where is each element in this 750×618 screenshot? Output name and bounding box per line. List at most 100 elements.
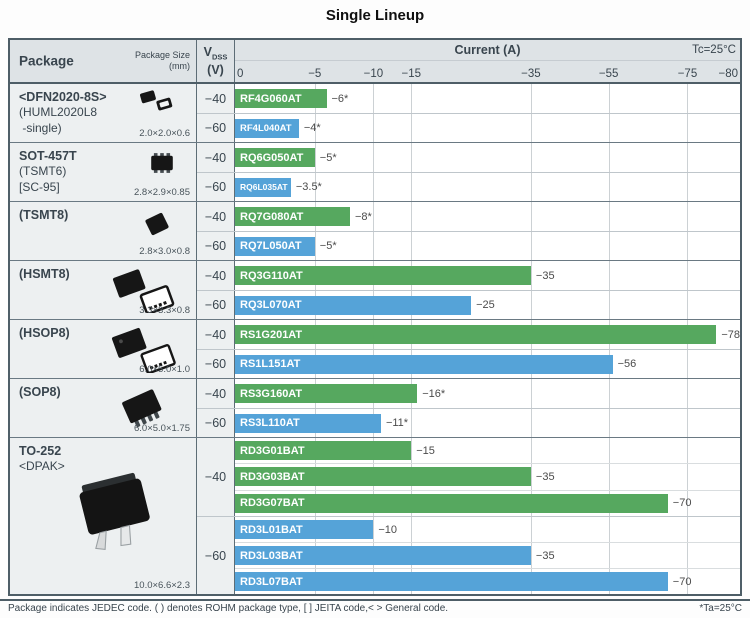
vdss-value: −40 <box>204 91 227 106</box>
vdss-cell: −40 <box>197 261 235 290</box>
vdss-value: −40 <box>204 150 227 165</box>
package-group: SOT-457T (TSMT6) [SC-95] 2.8×2.9×0.85 −40 RQ6… <box>10 142 740 201</box>
vdss-sections: −40 RF4G060AT −6* −60 RF4L040AT −4* <box>197 84 740 142</box>
hsmt8-package-icon <box>100 267 182 315</box>
vdss-sections: −40 RS1G201AT −78 −60 RS1L151AT −56 <box>197 320 740 378</box>
chart-area: RS1G201AT −78 <box>235 320 740 349</box>
current-bar: RQ7G080AT <box>235 207 350 226</box>
dfn2020-package-icon <box>136 88 176 112</box>
bar-row: RQ7L050AT −5* <box>235 232 740 260</box>
axis-tick-label: 0 <box>237 68 244 80</box>
vdss-cell: −60 <box>197 173 235 201</box>
bar-row: RD3G01BAT −15 <box>235 438 740 463</box>
chart-area: RS3G160AT −16* <box>235 379 740 408</box>
gridline <box>530 232 532 260</box>
vdss-sections: −40 RS3G160AT −16* −60 RS3L110AT −11* <box>197 379 740 437</box>
package-size-label: Package Size <box>134 50 190 61</box>
gridline <box>687 379 689 408</box>
bar-row: RF4G060AT −6* <box>235 84 740 113</box>
current-column-header: Current (A) Tc=25°C 0 −5 −10 −15 −35 −55 −75 −8… <box>235 40 740 82</box>
bar-row: RD3G07BAT −70 <box>235 489 740 516</box>
gridline <box>530 438 532 516</box>
bar-row: RF4L040AT −4* <box>235 114 740 142</box>
to252-package-icon <box>52 466 172 562</box>
current-axis-title: Current (A) <box>454 43 521 57</box>
vdss-cell: −40 <box>197 143 235 172</box>
current-bar: RD3L07BAT <box>235 572 668 591</box>
part-number-label: RD3G07BAT <box>240 497 305 510</box>
chart-area: RQ7G080AT −8* <box>235 202 740 231</box>
gridline <box>608 438 610 516</box>
ta-note: *Ta=25°C <box>699 603 742 614</box>
vdss-section: −60 RS3L110AT −11* <box>197 408 740 437</box>
gridline <box>608 114 610 142</box>
vdss-section: −40 RS1G201AT −78 <box>197 320 740 349</box>
package-size: 3.3×3.3×0.8 <box>139 305 190 316</box>
vdss-value: −60 <box>204 239 227 253</box>
vdss-cell: −60 <box>197 350 235 378</box>
vdss-cell: −60 <box>197 114 235 142</box>
vdss-sections: −40 RQ7G080AT −8* −60 RQ7L050AT −5* <box>197 202 740 260</box>
gridline <box>314 143 316 172</box>
part-number-label: RS1G201AT <box>240 328 303 341</box>
gridline <box>530 261 532 290</box>
current-value-label: −4* <box>303 122 321 134</box>
vdss-section: −40 RS3G160AT −16* <box>197 379 740 408</box>
footer-note: Package indicates JEDEC code. ( ) denote… <box>8 603 449 614</box>
bar-row: RQ6G050AT −5* <box>235 143 740 172</box>
package-size-header: Package Size (mm) <box>135 50 190 72</box>
gridline <box>608 291 610 319</box>
gridline <box>608 232 610 260</box>
package-header-label: Package <box>19 53 74 69</box>
vdss-subscript: DSS <box>211 52 228 62</box>
current-value-label: −5* <box>319 240 337 252</box>
gridline <box>314 114 316 142</box>
gridline <box>687 291 689 319</box>
package-name: SOT-457T <box>19 149 77 163</box>
current-header-row: Current (A) Tc=25°C <box>235 40 740 61</box>
package-name: (SOP8) <box>19 385 61 399</box>
current-bar: RD3G07BAT <box>235 493 668 513</box>
vdss-unit: (V) <box>207 63 224 78</box>
vdss-cell: −40 <box>197 379 235 408</box>
current-value-label: −35 <box>535 269 555 282</box>
current-bar: RS1G201AT <box>235 325 717 344</box>
gridline <box>373 84 375 113</box>
package-code: [SC-95] <box>19 179 60 194</box>
axis-tick-label: −5 <box>308 68 322 80</box>
part-number-label: RQ6L035AT <box>240 182 288 192</box>
current-value-label: −70 <box>672 497 692 510</box>
package-cell: (SOP8) 6.0×5.0×1.75 <box>10 379 197 437</box>
vdss-section: −60 RS1L151AT −56 <box>197 349 740 378</box>
gridline <box>608 261 610 290</box>
package-code: -single) <box>19 120 62 135</box>
gridline <box>530 84 532 113</box>
tc-condition-label: Tc=25°C <box>692 44 736 56</box>
vdss-section: −60 RQ6L035AT −3.5* <box>197 172 740 201</box>
gridline <box>608 202 610 231</box>
bar-row: RS1G201AT −78 <box>235 320 740 349</box>
gridline <box>687 202 689 231</box>
vdss-cell: −60 <box>197 409 235 437</box>
vdss-cell: −60 <box>197 291 235 319</box>
vdss-value: −40 <box>204 327 227 342</box>
part-number-label: RD3G03BAT <box>240 470 305 483</box>
package-group: (HSOP8) 6.0×5.0×1.0 −40 RS1G201AT −78 −60 RS1L… <box>10 319 740 378</box>
bar-row: RD3G03BAT −35 <box>235 463 740 489</box>
lineup-table: Package Package Size (mm) VDSS (V) Curre… <box>8 38 742 596</box>
vdss-section: −60 RQ7L050AT −5* <box>197 231 740 260</box>
footer: Package indicates JEDEC code. ( ) denote… <box>8 603 742 614</box>
gridline <box>687 261 689 290</box>
vdss-sections: −40 RQ3G110AT −35 −60 RQ3L070AT −25 <box>197 261 740 319</box>
current-bar: RS3L110AT <box>235 413 381 433</box>
vdss-section: −40 RD3G01BAT −15 RD3G03BAT −35 RD3G07BAT −70 <box>197 438 740 516</box>
vdss-value: −40 <box>204 470 227 484</box>
bar-row: RQ3L070AT −25 <box>235 291 740 319</box>
table-body: <DFN2020-8S> (HUML2020L8 -single) 2.0×2.0×… <box>10 84 740 594</box>
gridline <box>687 350 689 378</box>
current-bar: RF4G060AT <box>235 89 327 108</box>
gridline <box>687 517 689 594</box>
chart-area: RF4G060AT −6* <box>235 84 740 113</box>
footer-divider <box>0 599 750 601</box>
chart-area: RS3L110AT −11* <box>235 409 740 437</box>
